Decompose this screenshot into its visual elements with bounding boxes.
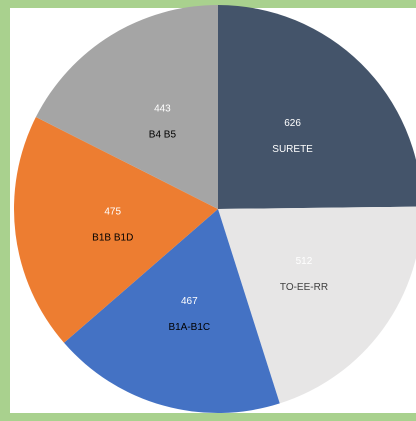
pie-slice bbox=[64, 209, 280, 414]
value-label: 467 bbox=[181, 296, 198, 307]
category-label: B1B B1D bbox=[92, 233, 133, 244]
value-label: 475 bbox=[104, 207, 121, 218]
pie-slice bbox=[218, 206, 416, 404]
value-label: 512 bbox=[296, 256, 313, 267]
pie-slice bbox=[218, 5, 416, 209]
value-label: 443 bbox=[154, 103, 171, 114]
pie-slice bbox=[35, 4, 219, 209]
category-label: SURETE bbox=[272, 144, 313, 155]
category-label: TO-EE-RR bbox=[280, 282, 328, 293]
value-label: 626 bbox=[284, 118, 301, 129]
pie-slice bbox=[13, 117, 218, 343]
category-label: B1A-B1C bbox=[168, 322, 210, 333]
category-label: B4 B5 bbox=[149, 129, 177, 140]
